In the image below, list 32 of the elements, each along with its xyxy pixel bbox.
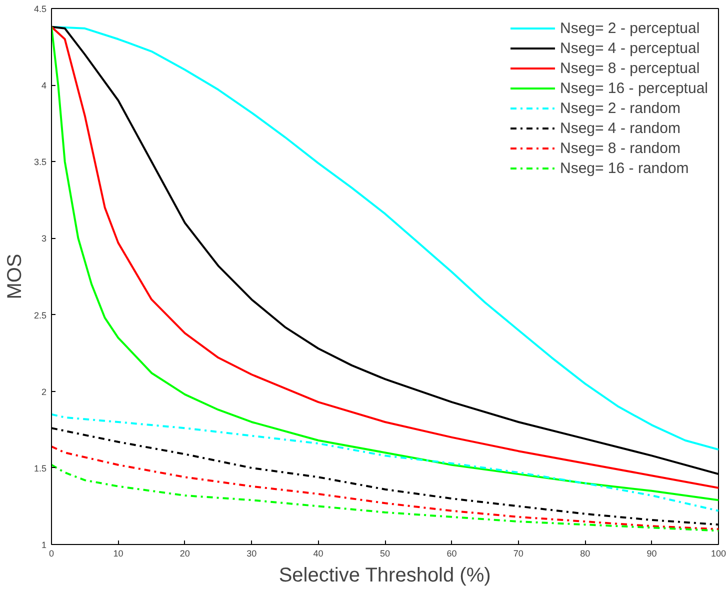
legend-label: Nseg= 8 - random <box>560 139 680 157</box>
y-tick-label: 4.5 <box>34 4 47 14</box>
x-tick-label: 0 <box>48 548 54 558</box>
y-tick-label: 4 <box>41 80 47 91</box>
x-tick-label: 70 <box>513 548 524 558</box>
x-tick-label: 60 <box>446 548 457 558</box>
y-tick-label: 1.5 <box>34 463 47 474</box>
x-tick-label: 90 <box>646 548 657 558</box>
legend-label: Nseg= 16 - perceptual <box>560 79 708 97</box>
legend-label: Nseg= 2 - random <box>560 99 680 117</box>
legend-label: Nseg= 8 - perceptual <box>560 59 700 77</box>
y-tick-label: 3 <box>41 234 47 244</box>
y-axis-title: MOS <box>4 254 26 300</box>
y-tick-label: 3.5 <box>34 157 47 168</box>
x-tick-label: 20 <box>180 548 190 558</box>
x-tick-label: 40 <box>313 548 324 558</box>
line-series <box>52 413 718 512</box>
y-tick-label: 1 <box>41 540 47 550</box>
y-tick-label: 2.5 <box>34 310 47 320</box>
legend-label: Nseg= 4 - perceptual <box>560 39 700 57</box>
x-tick-label: 80 <box>580 548 590 558</box>
x-tick-label: 30 <box>246 548 257 558</box>
legend-label: Nseg= 16 - random <box>560 159 689 177</box>
line-series <box>52 464 718 532</box>
x-tick-label: 100 <box>710 548 726 558</box>
x-axis-title: Selective Threshold (%) <box>278 564 491 586</box>
legend-label: Nseg= 4 - random <box>560 119 680 137</box>
y-tick-label: 2 <box>41 386 47 397</box>
x-tick-label: 50 <box>380 548 390 558</box>
legend-label: Nseg= 2 - perceptual <box>560 19 700 37</box>
x-tick-label: 10 <box>113 548 124 558</box>
line-series <box>52 445 718 530</box>
